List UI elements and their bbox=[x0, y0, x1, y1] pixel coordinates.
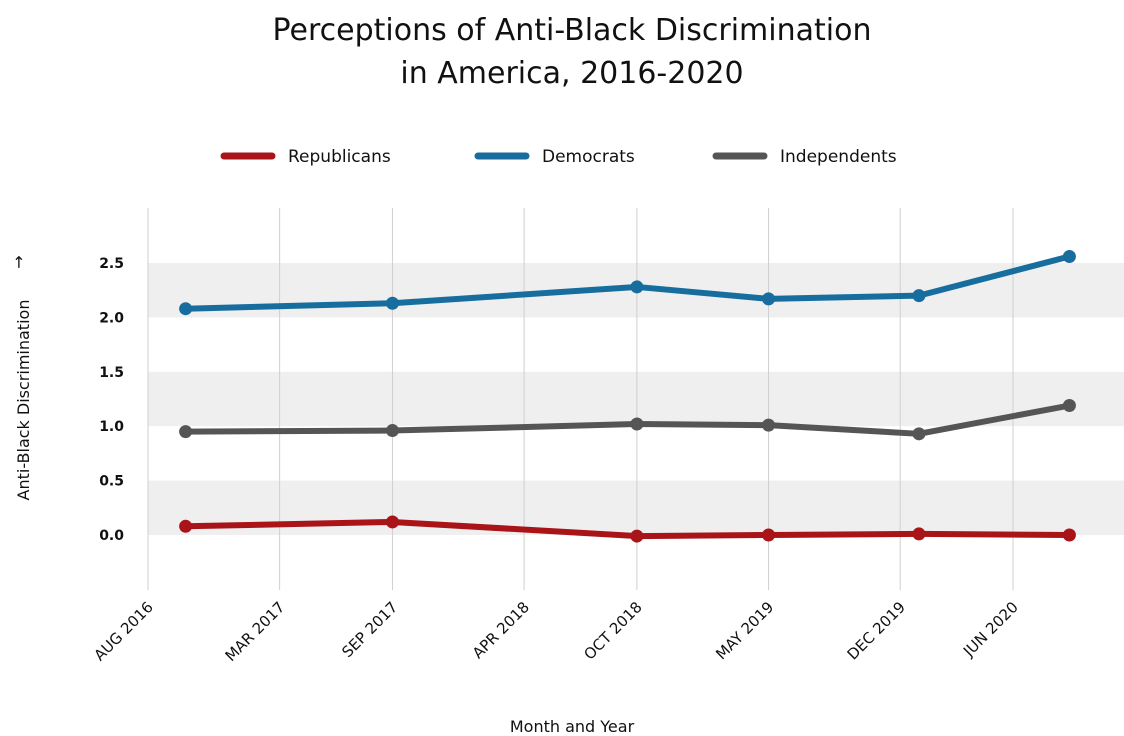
x-tick-label: APR 2018 bbox=[469, 598, 533, 662]
data-point bbox=[1062, 249, 1076, 263]
data-point bbox=[762, 292, 776, 306]
legend-item-democrats: Democrats bbox=[474, 147, 635, 167]
series-lines bbox=[179, 249, 1076, 543]
data-point bbox=[179, 425, 193, 439]
y-tick-label: 0.5 bbox=[99, 474, 124, 490]
x-tick-label: MAY 2019 bbox=[712, 598, 777, 663]
legend: Republicans Democrats Independents bbox=[220, 147, 897, 167]
data-point bbox=[762, 528, 776, 542]
data-point bbox=[630, 529, 644, 543]
x-tick-label: OCT 2018 bbox=[580, 598, 645, 663]
x-tick-label: SEP 2017 bbox=[338, 598, 401, 661]
data-point bbox=[912, 289, 926, 303]
legend-item-independents: Independents bbox=[712, 147, 897, 167]
x-tick-label: JUN 2020 bbox=[959, 598, 1022, 661]
y-tick-label: 1.5 bbox=[99, 365, 124, 381]
x-tick-label: MAR 2017 bbox=[222, 598, 289, 665]
data-point bbox=[762, 418, 776, 432]
y-tick-label: 1.0 bbox=[99, 419, 124, 435]
legend-label: Republicans bbox=[288, 147, 391, 167]
data-point bbox=[385, 515, 399, 529]
data-point bbox=[179, 302, 193, 316]
data-point bbox=[179, 519, 193, 533]
series-line bbox=[182, 518, 1073, 540]
legend-item-republicans: Republicans bbox=[220, 147, 391, 167]
x-axis-ticks: AUG 2016 MAR 2017 SEP 2017 APR 2018 OCT 2018… bbox=[90, 598, 1021, 665]
chart-title-line-1: Perceptions of Anti-Black Discrimination bbox=[273, 13, 872, 48]
y-axis-title: Anti-Black Discrimination bbox=[14, 300, 33, 501]
series-line bbox=[182, 402, 1073, 437]
data-point bbox=[630, 417, 644, 431]
y-tick-label: 2.0 bbox=[99, 310, 124, 326]
data-point bbox=[385, 296, 399, 310]
x-tick-label: AUG 2016 bbox=[90, 598, 156, 664]
series-republicans bbox=[179, 515, 1076, 543]
x-axis-title: Month and Year bbox=[510, 717, 635, 736]
y-axis-ticks: 0.0 0.5 1.0 1.5 2.0 2.5 bbox=[99, 256, 124, 544]
series-democrats bbox=[179, 249, 1076, 316]
y-axis-arrow-icon: → bbox=[9, 255, 28, 268]
chart-title: Perceptions of Anti-Black Discrimination… bbox=[273, 13, 872, 91]
band-1 bbox=[148, 371, 1124, 427]
data-point bbox=[1062, 399, 1076, 413]
data-point bbox=[630, 280, 644, 294]
data-point bbox=[912, 527, 926, 541]
data-point bbox=[1062, 528, 1076, 542]
y-axis-label: Anti-Black Discrimination → bbox=[9, 255, 33, 500]
data-point bbox=[385, 424, 399, 438]
chart-title-line-2: in America, 2016-2020 bbox=[400, 56, 743, 91]
series-line bbox=[182, 253, 1073, 312]
legend-label: Democrats bbox=[542, 147, 635, 167]
series-independents bbox=[179, 399, 1076, 441]
y-tick-label: 0.0 bbox=[99, 528, 124, 544]
data-point bbox=[912, 427, 926, 441]
y-tick-label: 2.5 bbox=[99, 256, 124, 272]
x-tick-label: DEC 2019 bbox=[844, 598, 909, 663]
legend-label: Independents bbox=[780, 147, 897, 167]
